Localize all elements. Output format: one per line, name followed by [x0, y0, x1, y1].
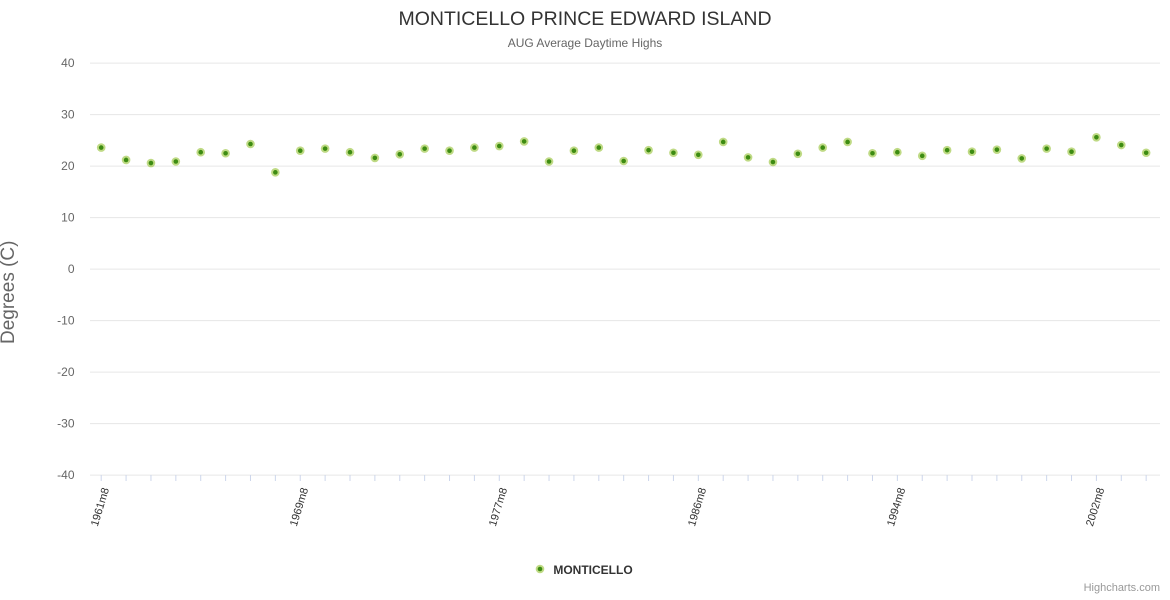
- svg-text:20: 20: [61, 159, 75, 173]
- svg-text:-40: -40: [57, 468, 75, 482]
- svg-text:40: 40: [61, 56, 75, 70]
- svg-text:10: 10: [61, 211, 75, 225]
- svg-text:30: 30: [61, 108, 75, 122]
- svg-text:-10: -10: [57, 314, 75, 328]
- svg-text:1986m8: 1986m8: [686, 486, 709, 528]
- svg-text:1961m8: 1961m8: [89, 486, 112, 528]
- svg-text:1977m8: 1977m8: [487, 486, 510, 528]
- svg-text:1994m8: 1994m8: [885, 486, 908, 528]
- svg-text:-20: -20: [57, 365, 75, 379]
- svg-text:2002m8: 2002m8: [1084, 486, 1107, 528]
- svg-text:-30: -30: [57, 417, 75, 431]
- svg-text:0: 0: [68, 262, 75, 276]
- svg-text:1969m8: 1969m8: [288, 486, 311, 528]
